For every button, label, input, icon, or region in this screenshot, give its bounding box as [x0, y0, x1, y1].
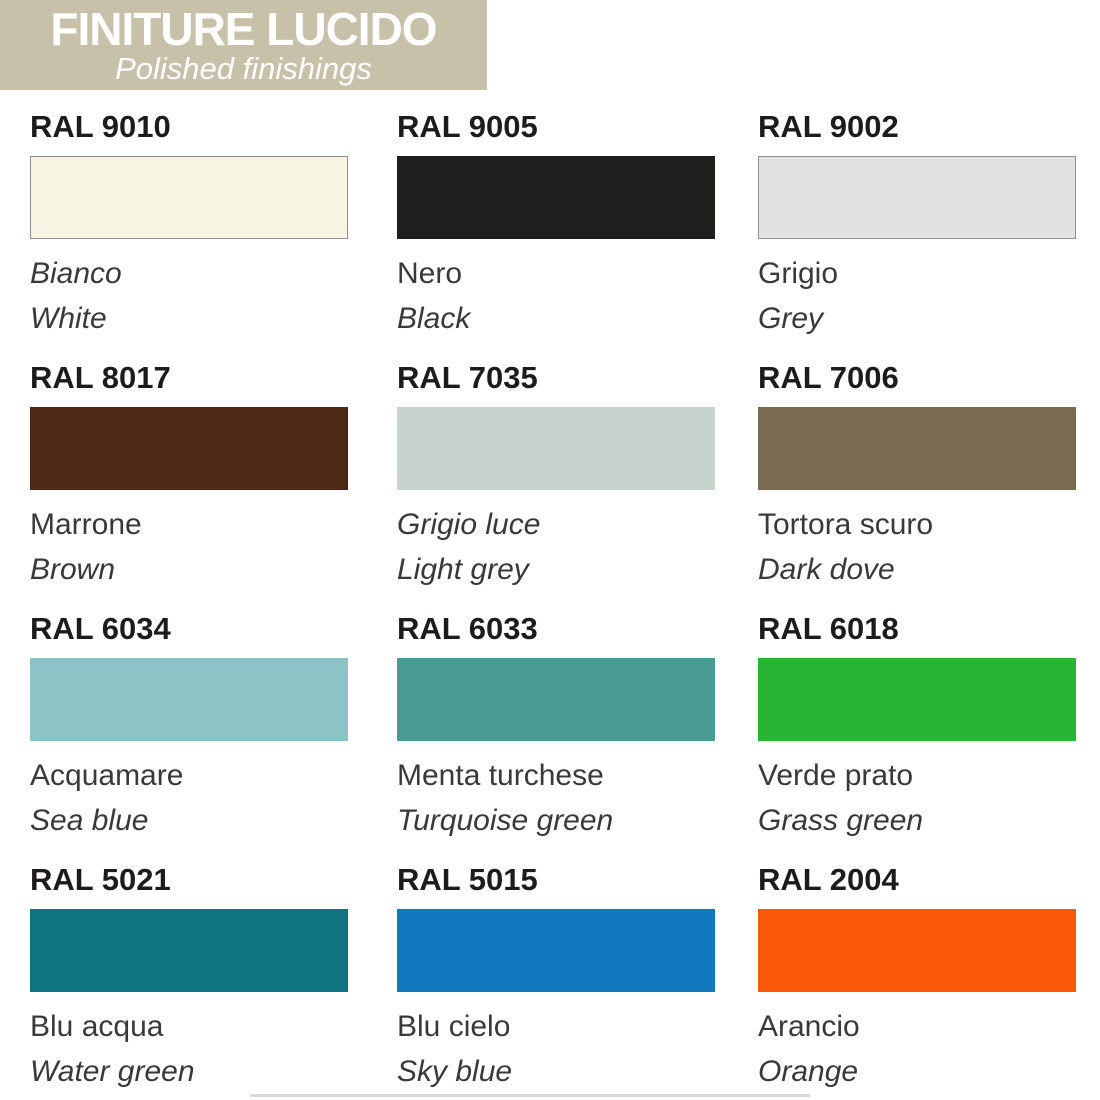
- swatch-card: RAL 6034 Acquamare Sea blue: [30, 612, 348, 841]
- swatch-card: RAL 9005 Nero Black: [397, 110, 715, 339]
- color-swatch: [397, 658, 715, 741]
- swatch-card: RAL 9010 Bianco White: [30, 110, 348, 339]
- name-italian: Menta turchese: [397, 759, 604, 792]
- ral-code: RAL 7006: [758, 360, 899, 395]
- name-italian: Blu acqua: [30, 1010, 164, 1043]
- ral-code: RAL 7035: [397, 360, 538, 395]
- swatch-card: RAL 7006 Tortora scuro Dark dove: [758, 361, 1076, 590]
- swatch-card: RAL 5021 Blu acqua Water green: [30, 863, 348, 1092]
- name-english: Sky blue: [397, 1055, 513, 1088]
- name-italian: Tortora scuro: [758, 508, 934, 541]
- ral-code: RAL 2004: [758, 862, 899, 897]
- name-italian: Arancio: [758, 1010, 860, 1043]
- name-italian: Grigio: [758, 257, 839, 290]
- swatch-card: RAL 5015 Blu cielo Sky blue: [397, 863, 715, 1092]
- footer-rule: [250, 1094, 810, 1097]
- name-italian: Bianco: [30, 257, 122, 290]
- name-italian: Verde prato: [758, 759, 914, 792]
- header-banner: FINITURE LUCIDO Polished finishings: [0, 0, 487, 90]
- color-swatch: [30, 658, 348, 741]
- name-english: Grass green: [758, 804, 924, 837]
- page-subtitle: Polished finishings: [115, 51, 372, 86]
- name-english: Turquoise green: [397, 804, 614, 837]
- swatch-card: RAL 6033 Menta turchese Turquoise green: [397, 612, 715, 841]
- name-english: Orange: [758, 1055, 859, 1088]
- name-english: White: [30, 302, 107, 335]
- name-english: Light grey: [397, 553, 529, 586]
- swatch-card: RAL 8017 Marrone Brown: [30, 361, 348, 590]
- color-swatch: [758, 156, 1076, 239]
- ral-code: RAL 9002: [758, 109, 899, 144]
- color-swatch: [758, 658, 1076, 741]
- color-swatch: [30, 909, 348, 992]
- page-title: FINITURE LUCIDO: [50, 3, 437, 55]
- ral-code: RAL 8017: [30, 360, 171, 395]
- ral-code: RAL 6018: [758, 611, 899, 646]
- ral-code: RAL 5015: [397, 862, 538, 897]
- name-english: Brown: [30, 553, 116, 586]
- name-english: Black: [397, 302, 471, 335]
- name-italian: Marrone: [30, 508, 142, 541]
- name-italian: Blu cielo: [397, 1010, 511, 1043]
- name-english: Water green: [30, 1055, 195, 1088]
- color-swatch: [30, 156, 348, 239]
- color-swatch: [397, 407, 715, 490]
- swatch-grid: RAL 9010 Bianco White RAL 9005 Nero Blac…: [0, 110, 1100, 1092]
- name-english: Grey: [758, 302, 824, 335]
- color-swatch: [397, 909, 715, 992]
- swatch-card: RAL 2004 Arancio Orange: [758, 863, 1076, 1092]
- color-swatch: [30, 407, 348, 490]
- swatch-card: RAL 9002 Grigio Grey: [758, 110, 1076, 339]
- ral-code: RAL 9010: [30, 109, 171, 144]
- name-italian: Grigio luce: [397, 508, 541, 541]
- ral-code: RAL 5021: [30, 862, 171, 897]
- name-english: Sea blue: [30, 804, 149, 837]
- name-italian: Nero: [397, 257, 463, 290]
- name-italian: Acquamare: [30, 759, 184, 792]
- swatch-card: RAL 6018 Verde prato Grass green: [758, 612, 1076, 841]
- name-english: Dark dove: [758, 553, 895, 586]
- ral-code: RAL 6034: [30, 611, 171, 646]
- color-swatch: [758, 909, 1076, 992]
- color-swatch: [397, 156, 715, 239]
- swatch-card: RAL 7035 Grigio luce Light grey: [397, 361, 715, 590]
- ral-code: RAL 6033: [397, 611, 538, 646]
- ral-code: RAL 9005: [397, 109, 538, 144]
- color-swatch: [758, 407, 1076, 490]
